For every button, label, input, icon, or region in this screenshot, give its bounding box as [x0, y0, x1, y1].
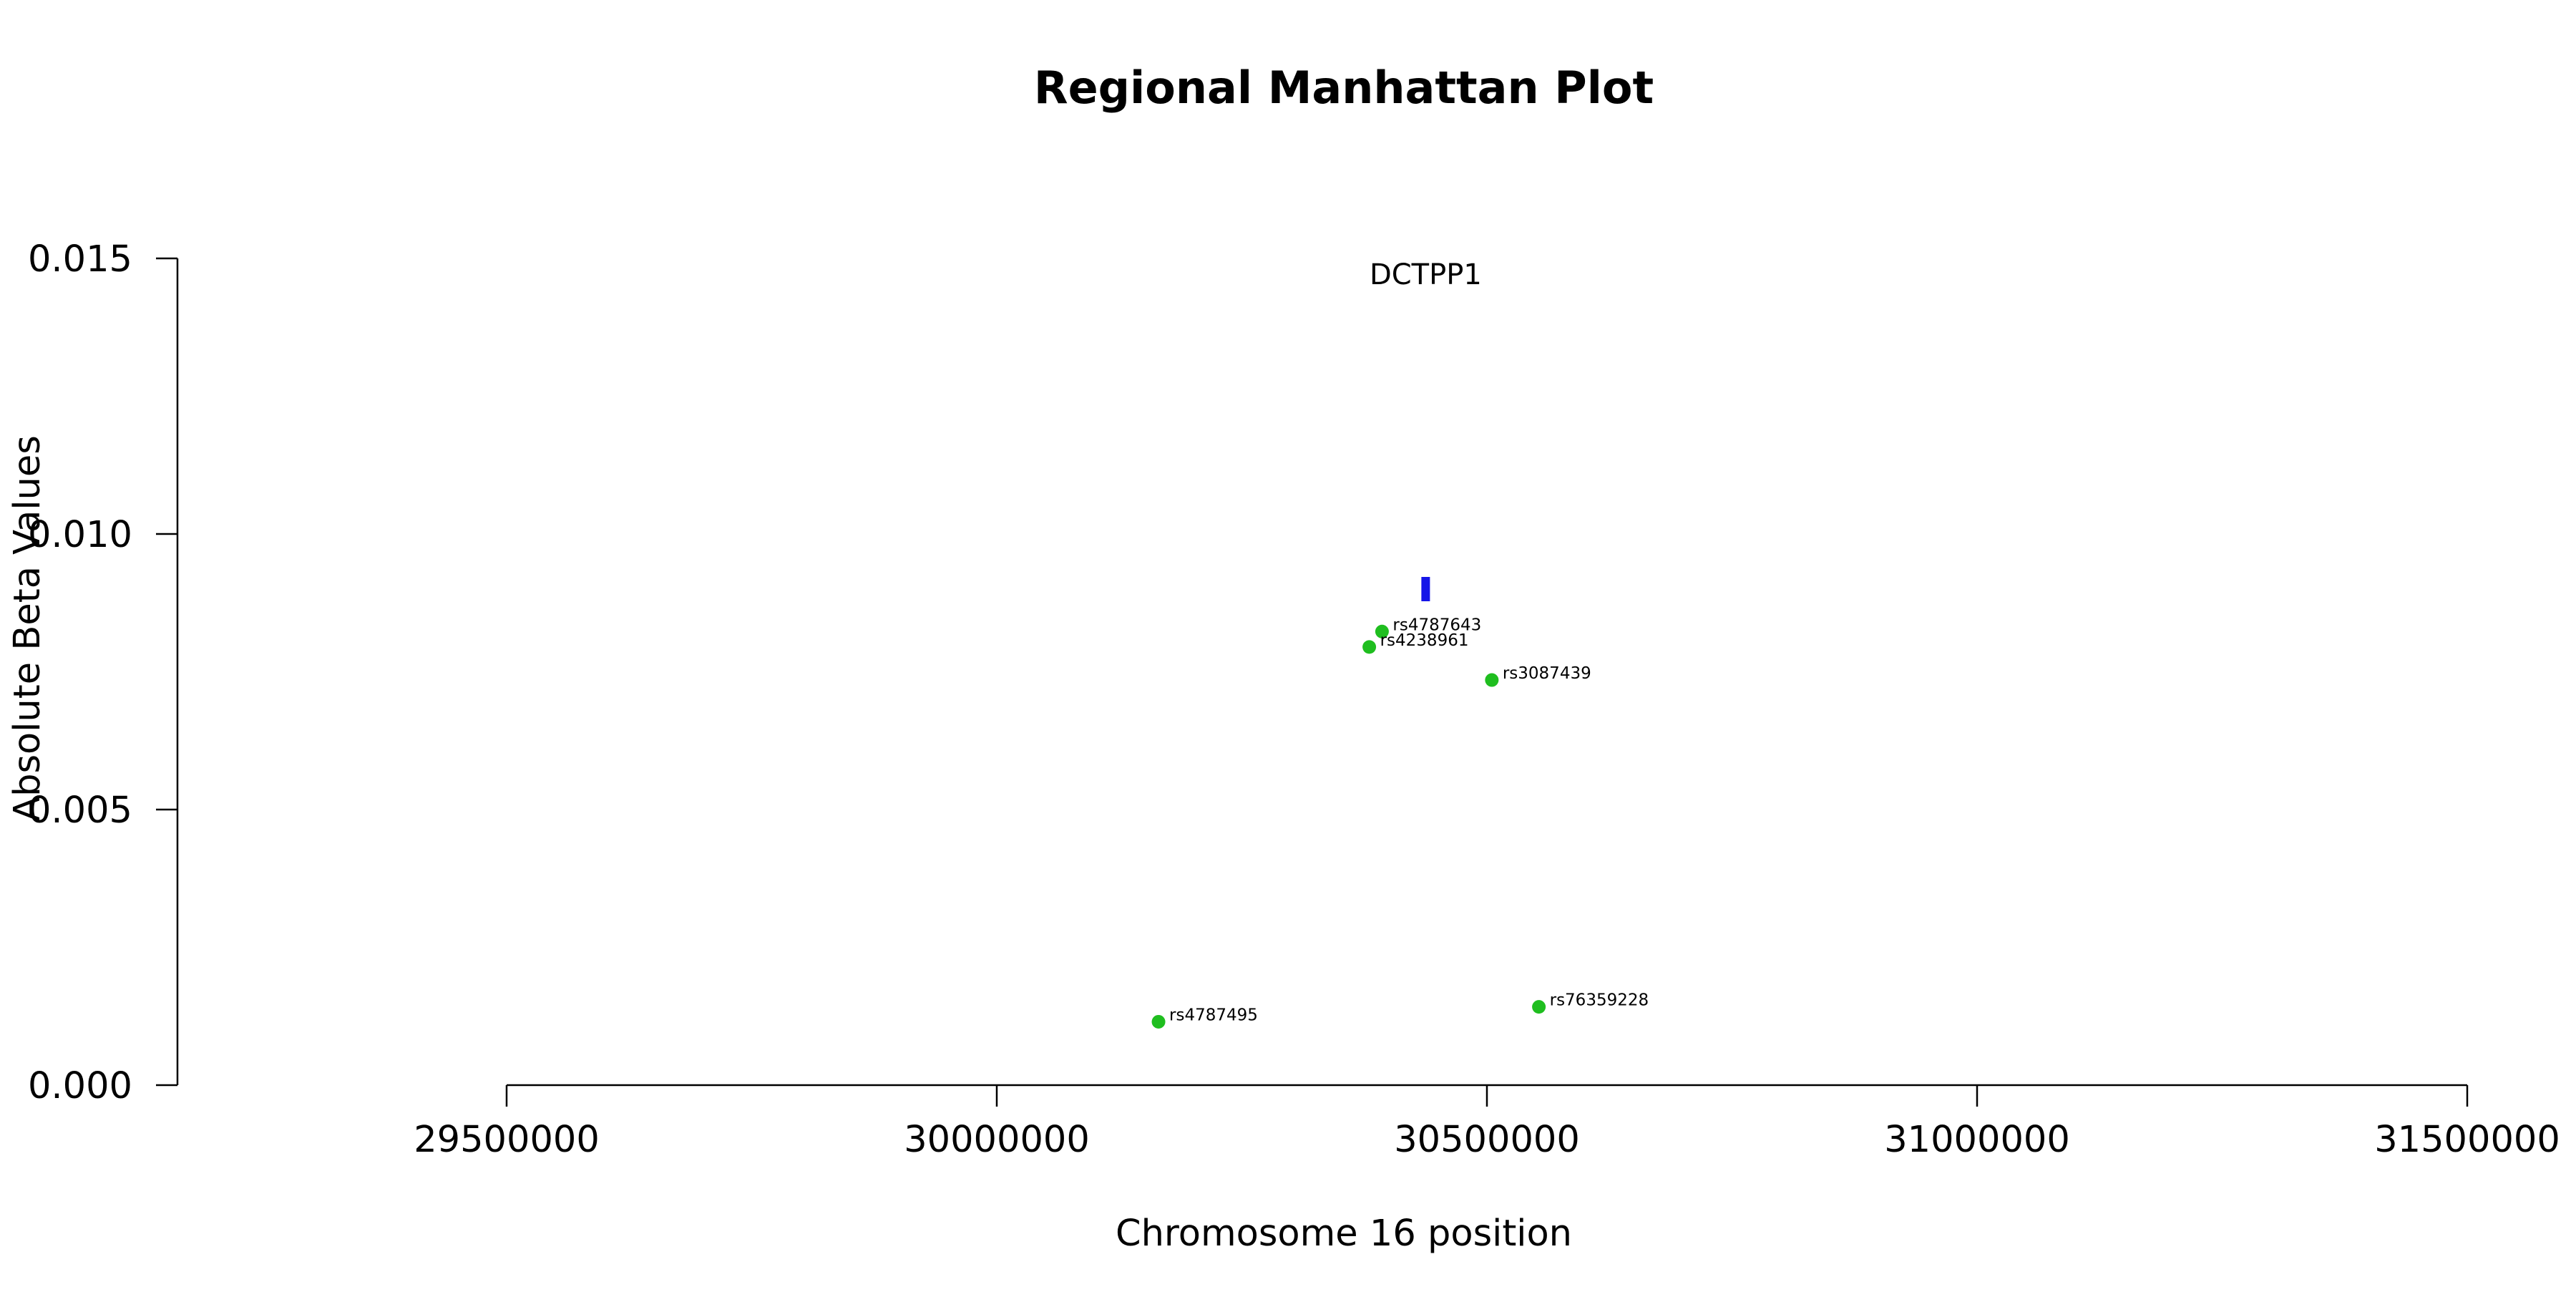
snp-point: [1485, 673, 1499, 687]
x-tick-label: 30000000: [904, 1119, 1090, 1161]
gene-label: DCTPP1: [1370, 258, 1482, 291]
y-axis-label: Absolute Beta Values: [6, 435, 49, 822]
y-tick-label: 0.010: [28, 514, 132, 556]
x-tick-label: 29500000: [414, 1119, 600, 1161]
snp-label: rs3087439: [1503, 664, 1591, 683]
axes: 0.000 0.005 0.010 0.015 29500000 30000000 3050…: [28, 238, 2560, 1161]
snp-label: rs4238961: [1380, 631, 1469, 650]
x-axis-label: Chromosome 16 position: [1116, 1213, 1572, 1255]
chart-title: Regional Manhattan Plot: [1034, 62, 1654, 114]
snp-label: rs4787495: [1169, 1006, 1258, 1024]
y-tick-label: 0.005: [28, 790, 132, 832]
snp-label: rs76359228: [1550, 991, 1649, 1010]
y-tick-label: 0.000: [28, 1065, 132, 1107]
snp-point: [1151, 1014, 1166, 1029]
snp-point: [1532, 1000, 1546, 1014]
snp-label: rs4787643: [1392, 616, 1481, 634]
x-tick-label: 30500000: [1394, 1119, 1580, 1161]
x-tick-label: 31500000: [2374, 1119, 2560, 1161]
y-tick-label: 0.015: [28, 238, 132, 281]
gene-layer: DCTPP1: [1370, 258, 1482, 601]
gene-marker: [1421, 577, 1430, 601]
snp-point: [1362, 640, 1377, 654]
x-tick-label: 31000000: [1884, 1119, 2070, 1161]
snp-point: [1375, 624, 1389, 638]
